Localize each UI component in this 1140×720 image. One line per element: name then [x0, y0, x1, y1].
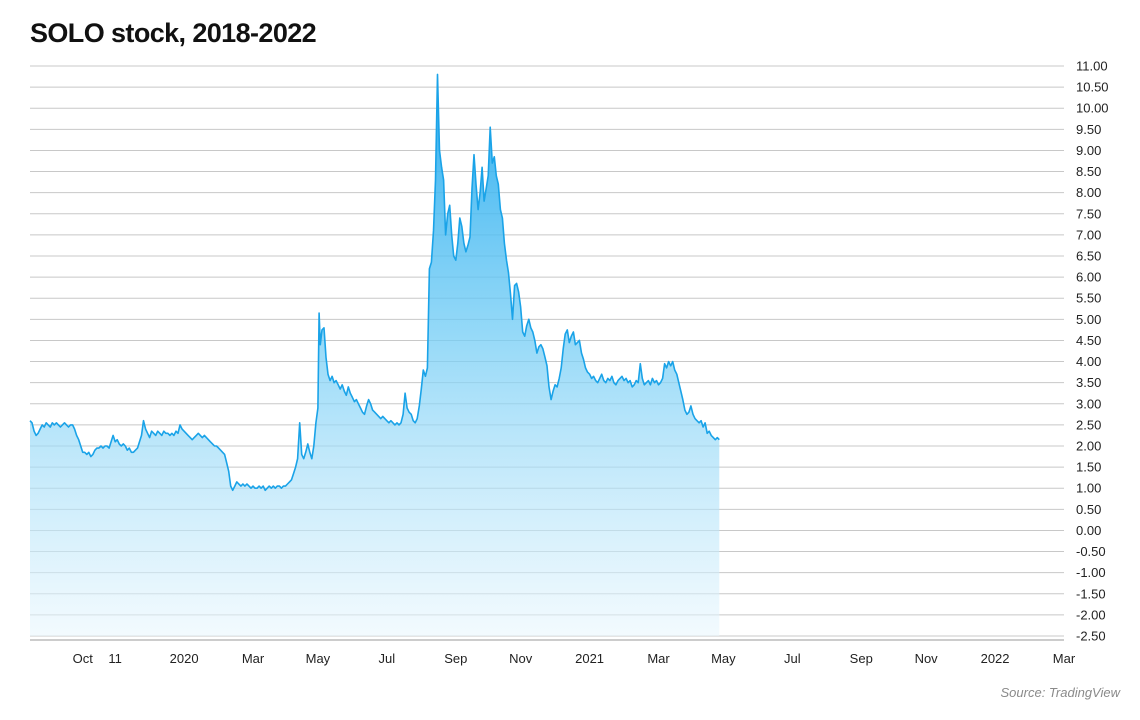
- x-tick-label: Mar: [242, 651, 265, 666]
- y-tick-label: 0.50: [1076, 502, 1101, 517]
- y-tick-label: 6.50: [1076, 249, 1101, 264]
- y-tick-label: 11.00: [1076, 59, 1108, 74]
- x-axis-ticks: Oct 11 2020 Mar May Jul Sep Nov 2021 Mar May Jul Sep…: [73, 651, 1076, 666]
- chart-title: SOLO stock, 2018-2022: [30, 18, 317, 48]
- x-tick-label: 2021: [575, 651, 604, 666]
- y-tick-label: 10.50: [1076, 80, 1109, 95]
- y-tick-label: 0.00: [1076, 523, 1101, 538]
- y-tick-label: -1.00: [1076, 565, 1106, 580]
- y-tick-label: 2.00: [1076, 439, 1101, 454]
- y-tick-label: 1.00: [1076, 481, 1101, 496]
- x-tick-label: 2022: [981, 651, 1010, 666]
- x-tick-label: Mar: [1053, 651, 1076, 666]
- y-tick-label: 3.00: [1076, 396, 1101, 411]
- x-tick-label: Nov: [509, 651, 533, 666]
- x-tick-label: Mar: [647, 651, 670, 666]
- y-tick-label: 5.50: [1076, 291, 1101, 306]
- source-note: Source: TradingView: [1000, 685, 1120, 700]
- price-line: [29, 73, 720, 492]
- y-tick-label: 9.00: [1076, 143, 1101, 158]
- x-tick-label: 2020: [170, 651, 199, 666]
- y-tick-label: -2.50: [1076, 629, 1106, 644]
- x-tick-label: 11: [108, 651, 122, 666]
- y-tick-label: -0.50: [1076, 544, 1106, 559]
- y-tick-label: 8.50: [1076, 164, 1101, 179]
- y-tick-label: 6.00: [1076, 270, 1101, 285]
- y-tick-label: 4.50: [1076, 333, 1101, 348]
- y-tick-label: -2.00: [1076, 607, 1106, 622]
- y-tick-label: 1.50: [1076, 460, 1101, 475]
- y-tick-label: 7.00: [1076, 227, 1101, 242]
- y-axis-ticks: 11.00 10.50 10.00 9.50 9.00 8.50 8.00 7.50 7.00 6…: [1076, 59, 1109, 644]
- x-tick-label: May: [306, 651, 331, 666]
- x-tick-label: Nov: [915, 651, 939, 666]
- y-tick-label: 5.00: [1076, 312, 1101, 327]
- x-tick-label: Sep: [444, 651, 467, 666]
- x-tick-label: Sep: [850, 651, 873, 666]
- price-area: [29, 73, 720, 636]
- x-tick-label: Jul: [784, 651, 801, 666]
- y-tick-label: 10.00: [1076, 101, 1109, 116]
- y-tick-label: 8.00: [1076, 185, 1101, 200]
- y-tick-label: -1.50: [1076, 586, 1106, 601]
- y-tick-label: 4.00: [1076, 354, 1101, 369]
- y-tick-label: 7.50: [1076, 206, 1101, 221]
- y-tick-label: 9.50: [1076, 122, 1101, 137]
- x-tick-label: Jul: [379, 651, 396, 666]
- x-tick-label: May: [711, 651, 736, 666]
- y-tick-label: 2.50: [1076, 417, 1101, 432]
- y-tick-label: 3.50: [1076, 375, 1101, 390]
- x-tick-label: Oct: [73, 651, 94, 666]
- price-area-fill: [30, 74, 720, 636]
